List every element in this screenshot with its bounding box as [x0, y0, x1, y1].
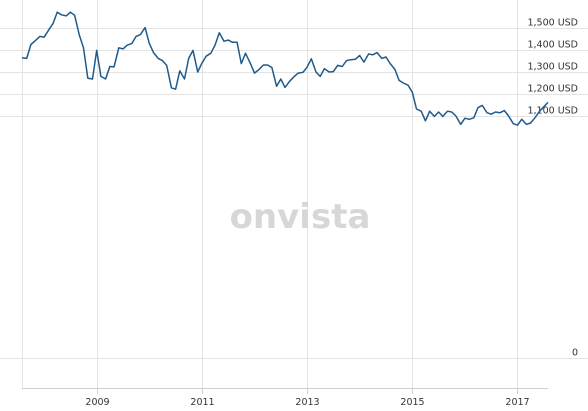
- x-axis: 2009 2011 2013 2015 2017: [22, 388, 548, 408]
- y-tick-label: 1,500 USD: [527, 18, 578, 29]
- watermark: onvista: [230, 197, 371, 237]
- x-tick-label: 2017: [505, 397, 529, 408]
- y-tick-label: 0: [572, 348, 578, 359]
- y-axis-tick-labels: 0 1,100 USD 1,200 USD 1,300 USD 1,400 USD 1,5…: [527, 18, 578, 359]
- vertical-gridlines: [22, 0, 518, 388]
- y-tick-label: 1,300 USD: [527, 62, 578, 73]
- y-tick-label: 1,100 USD: [527, 106, 578, 117]
- price-series-line: [21, 11, 549, 126]
- x-tick-label: 2011: [190, 397, 214, 408]
- y-tick-label: 1,400 USD: [527, 40, 578, 51]
- x-tick-label: 2009: [85, 397, 109, 408]
- y-tick-label: 1,200 USD: [527, 84, 578, 95]
- x-tick-label: 2015: [400, 397, 424, 408]
- x-tick-label: 2013: [295, 397, 319, 408]
